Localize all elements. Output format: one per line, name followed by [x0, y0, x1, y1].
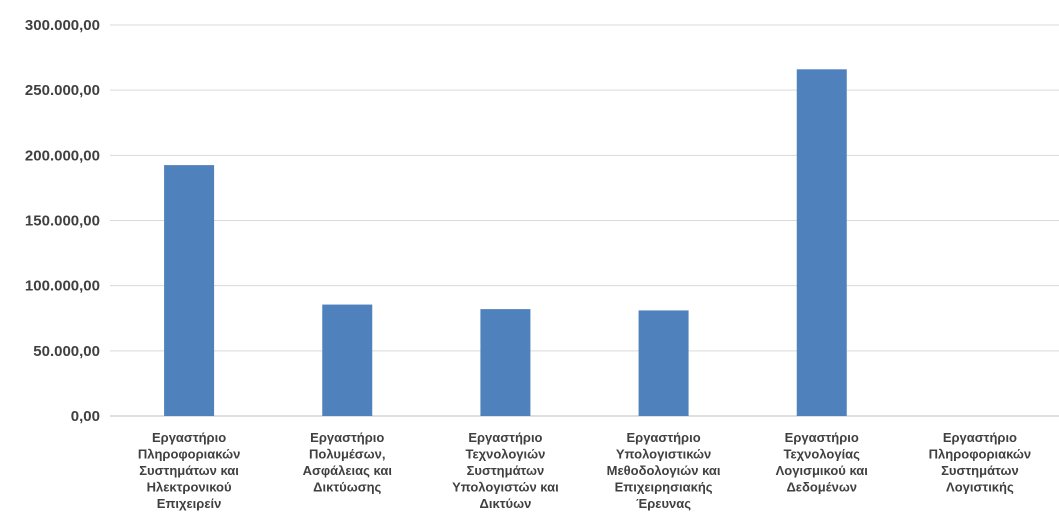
x-tick-label-line: Έρευνας — [636, 496, 691, 511]
y-tick-label: 0,00 — [71, 408, 100, 425]
x-tick-label: Εργαστήριο Πολυμέσων, Ασφάλειας και Δικτύωσ… — [303, 430, 393, 495]
bar — [796, 69, 847, 417]
x-tick-label-line: Λογισμικού και — [776, 463, 869, 478]
x-tick-label: Εργαστήριο Πληροφοριακών Συστημάτων και Ηλε… — [138, 430, 240, 511]
x-tick-label-line: Εργαστήριο — [152, 430, 226, 445]
x-tick-label-line: Εργαστήριο — [943, 430, 1017, 445]
x-tick-label: Εργαστήριο Τεχνολογίας Λογισμικού και Δεδομ… — [776, 430, 869, 495]
x-tick-label-line: Τεχνολογιών — [465, 447, 545, 462]
x-tick-label: Εργαστήριο Πληροφοριακών Συστημάτων Λογιστι… — [929, 430, 1031, 495]
y-tick-label: 100.000,00 — [25, 278, 100, 295]
x-axis: Εργαστήριο Πληροφοριακών Συστημάτων και Ηλε… — [138, 430, 1031, 511]
x-tick-label-line: Δεδομένων — [786, 480, 857, 495]
x-tick-label-line: Συστημάτων και — [139, 463, 239, 478]
x-tick-label-line: Εργαστήριο — [310, 430, 384, 445]
y-tick-label: 300.000,00 — [25, 17, 100, 34]
y-axis: 0,00 50.000,00 100.000,00 150.000,00 200.000… — [25, 17, 100, 425]
bars — [164, 69, 847, 417]
x-tick-label-line: Εργαστήριο — [468, 430, 542, 445]
x-tick-label-line: Συστημάτων — [467, 463, 545, 478]
x-tick-label-line: Μεθοδολογιών και — [607, 463, 721, 478]
x-tick-label-line: Υπολογιστών και — [452, 480, 559, 495]
bar — [164, 165, 215, 416]
x-tick-label-line: Δικτύων — [480, 496, 532, 511]
gridlines — [110, 24, 1059, 417]
x-tick-label-line: Υπολογιστικών — [616, 447, 711, 462]
x-tick-label-line: Λογιστικής — [946, 480, 1014, 495]
x-tick-label-line: Εργαστήριο — [785, 430, 859, 445]
bar — [480, 309, 531, 416]
x-tick-label: Εργαστήριο Τεχνολογιών Συστημάτων Υπολογιστ… — [452, 430, 559, 511]
y-tick-label: 50.000,00 — [33, 343, 100, 360]
x-tick-label-line: Επιχειρείν — [157, 496, 222, 511]
x-tick-label-line: Επιχειρησιακής — [615, 480, 713, 495]
x-tick-label-line: Τεχνολογίας — [784, 447, 861, 462]
x-tick-label: Εργαστήριο Υπολογιστικών Μεθοδολογιών και Ε… — [607, 430, 721, 511]
x-tick-label-line: Δικτύωσης — [313, 480, 381, 495]
x-tick-label-line: Συστημάτων — [941, 463, 1019, 478]
y-tick-label: 150.000,00 — [25, 213, 100, 230]
x-tick-label-line: Ασφάλειας και — [303, 463, 393, 478]
bar — [638, 310, 689, 416]
x-tick-label-line: Πολυμέσων, — [309, 447, 385, 462]
bar — [322, 304, 373, 416]
x-tick-label-line: Εργαστήριο — [626, 430, 700, 445]
y-tick-label: 250.000,00 — [25, 82, 100, 99]
x-tick-label-line: Ηλεκτρονικού — [147, 480, 232, 495]
x-tick-label-line: Πληροφοριακών — [138, 447, 240, 462]
y-tick-label: 200.000,00 — [25, 147, 100, 164]
x-tick-label-line: Πληροφοριακών — [929, 447, 1031, 462]
